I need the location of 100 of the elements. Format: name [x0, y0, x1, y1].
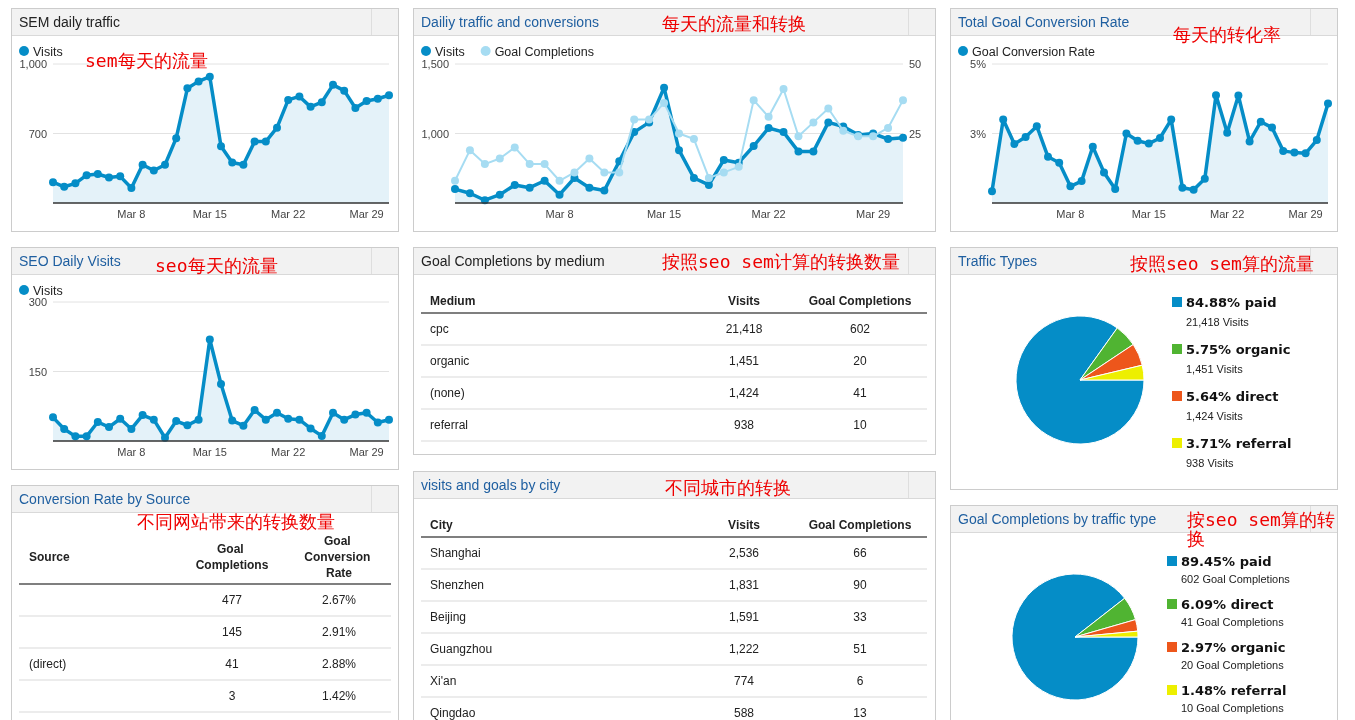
point [1122, 129, 1131, 138]
point [385, 91, 393, 100]
point [1044, 152, 1052, 161]
data-label: 90 [853, 578, 867, 592]
point [362, 97, 371, 106]
point [172, 134, 181, 143]
point [105, 423, 113, 432]
point [525, 160, 534, 169]
x-tick-label: Mar 15 [1131, 208, 1166, 220]
point [194, 77, 203, 86]
data-label: 1,424 Visits [1186, 410, 1244, 422]
category-label: Visits [728, 294, 761, 308]
point [60, 182, 69, 191]
point [884, 123, 893, 132]
point [93, 418, 102, 426]
point [675, 129, 683, 138]
point [373, 94, 382, 103]
x-tick-label: Mar 29 [1288, 208, 1323, 220]
data-label: 477 [221, 593, 243, 607]
point [884, 135, 893, 144]
chart-title: Goal Completions by traffic type [958, 511, 1157, 527]
point [1189, 185, 1198, 194]
point [340, 415, 349, 424]
category-label: Goal Completions [195, 542, 269, 572]
point [779, 85, 788, 94]
y-tick-label: 700 [28, 127, 47, 140]
point [194, 415, 203, 424]
legend-label: 5.64% direct [1186, 389, 1279, 404]
point [317, 431, 326, 440]
point [689, 135, 698, 144]
point [585, 183, 594, 192]
y-tick-label: 150 [28, 365, 47, 378]
point [764, 123, 773, 132]
point [1245, 137, 1254, 146]
point [1178, 183, 1187, 192]
point [465, 189, 474, 198]
point [999, 115, 1008, 124]
point [689, 173, 698, 182]
point [749, 96, 758, 105]
point [1234, 91, 1243, 100]
point [899, 133, 907, 142]
chart-title: SEM daily traffic [19, 14, 120, 30]
y-tick-label: 1,000 [421, 127, 449, 140]
point [1144, 139, 1153, 148]
point [273, 123, 281, 132]
point [116, 172, 125, 181]
point [138, 160, 147, 169]
point [525, 183, 534, 192]
x-tick-label: Mar 8 [117, 446, 146, 458]
annotation: sem每天的流量 [85, 50, 208, 71]
data-label: 588 [733, 706, 755, 720]
text: 按照seo sem计算的转换数量 [662, 251, 900, 272]
x-tick-label: Mar 15 [646, 208, 682, 220]
x-tick-label: Mar 22 [271, 208, 306, 220]
text: 不同城市的转换 [665, 477, 791, 498]
x-tick-label: Mar 8 [545, 208, 574, 220]
point [261, 137, 270, 146]
data-label: 41 [853, 386, 867, 400]
point [660, 83, 669, 92]
x-tick-label: Mar 8 [117, 208, 146, 220]
text: 按照seo sem算的流量 [1130, 253, 1314, 274]
point [329, 80, 337, 89]
x-tick-label: Mar 29 [349, 208, 384, 220]
point [465, 146, 474, 155]
point [205, 72, 214, 81]
x-tick-label: Mar 15 [192, 208, 227, 220]
y-tick-label: 1,500 [421, 58, 449, 70]
point [362, 408, 371, 417]
legend: Visits [19, 44, 63, 59]
data-label: 938 Visits [1186, 457, 1234, 469]
point [295, 92, 304, 101]
point [373, 418, 382, 427]
point [273, 408, 281, 417]
point [149, 166, 158, 175]
category-label: Goal Conversion Rate [304, 534, 374, 580]
point [510, 180, 519, 189]
point [60, 424, 69, 433]
y-tick-label: 300 [28, 296, 47, 308]
y-tick-label: 5% [970, 58, 987, 70]
point [317, 98, 326, 107]
point [340, 86, 349, 95]
chart-title: Dailiy traffic and conversions [421, 14, 599, 30]
category-label: Visits [728, 518, 761, 532]
point [351, 104, 360, 113]
point [1066, 182, 1075, 191]
point [351, 410, 360, 419]
point [779, 128, 788, 137]
point [385, 415, 393, 424]
legend-title: Medium [430, 294, 476, 308]
data-label: 1,591 [728, 610, 760, 624]
data-label: 21,418 [725, 322, 763, 336]
data-label: 602 [849, 322, 871, 336]
y-tick-label: 1,000 [19, 58, 47, 70]
x-tick-label: Mar 22 [751, 208, 786, 220]
text: Guangzhou [430, 642, 493, 656]
data-label: 602 Goal Completions [1181, 573, 1291, 585]
point [284, 95, 293, 104]
point [1167, 115, 1176, 124]
point [1324, 99, 1332, 108]
text: Shenzhen [430, 578, 485, 592]
